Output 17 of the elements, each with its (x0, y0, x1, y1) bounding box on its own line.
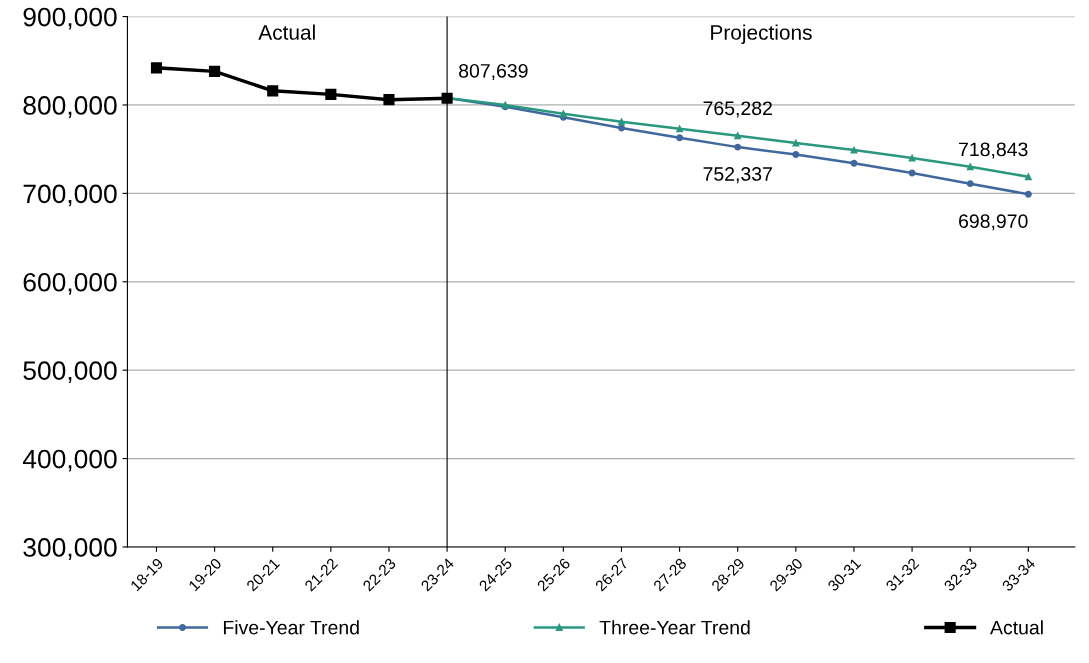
y-tick-label: 600,000 (23, 272, 117, 295)
annotation: Projections (711, 24, 812, 44)
y-tick-label: 300,000 (23, 538, 117, 560)
legend-label: Three-Year Trend (599, 620, 750, 635)
data-label: 698,970 (959, 214, 1028, 231)
legend-label: Actual (990, 620, 1043, 635)
data-label: 807,639 (459, 63, 528, 81)
y-tick-label: 900,000 (23, 7, 117, 30)
data-label: 718,843 (959, 142, 1028, 159)
y-tick-label: 800,000 (23, 96, 117, 118)
data-label: 765,282 (703, 101, 772, 118)
data-label: 752,337 (703, 167, 772, 184)
y-tick-label: 500,000 (23, 361, 117, 384)
y-tick-label: 700,000 (23, 184, 117, 207)
legend-label: Five-Year Trend (223, 620, 359, 635)
y-tick-label: 400,000 (22, 449, 117, 472)
annotation: Actual (258, 24, 315, 40)
